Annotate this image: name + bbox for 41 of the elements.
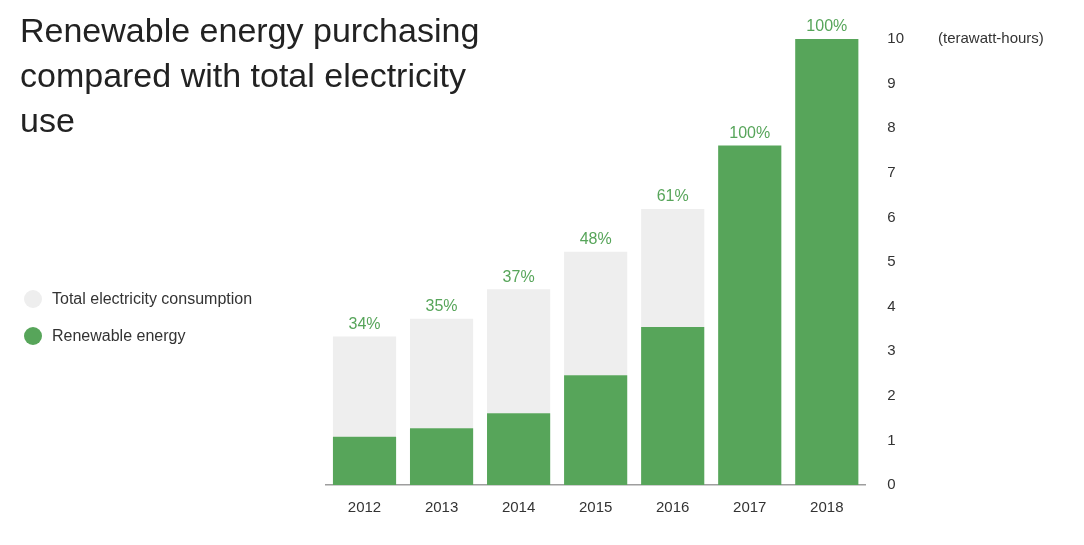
annotation: 100%: [806, 17, 848, 35]
bar: [332, 436, 397, 485]
annotation: 35%: [425, 297, 458, 315]
y-tick-label: 4: [887, 296, 896, 314]
legend-label: Renewable energy: [52, 327, 186, 345]
bar: [564, 375, 628, 485]
x-tick-label: 2017: [733, 498, 767, 516]
y-tick-label: 2: [887, 385, 896, 403]
bar: [795, 39, 859, 485]
annotation: 61%: [656, 187, 689, 205]
bar: [718, 145, 782, 485]
y-axis-title: (terawatt-hours): [938, 29, 1044, 47]
y-tick-label: 10: [887, 29, 904, 47]
y-tick-label: 7: [887, 162, 896, 180]
y-tick-label: 5: [887, 252, 896, 270]
y-tick-label: 1: [887, 430, 896, 448]
bar: [487, 413, 551, 485]
bar: [641, 208, 705, 328]
bar: [332, 336, 397, 437]
y-tick-label: 0: [887, 475, 896, 493]
x-tick-label: 2012: [347, 498, 382, 516]
bar: [409, 318, 474, 429]
bar: [409, 428, 474, 485]
bar: [641, 327, 705, 485]
annotation: 100%: [729, 124, 771, 141]
y-tick-label: 6: [887, 207, 896, 225]
y-tick-label: 8: [887, 118, 896, 136]
y-tick-label: 9: [887, 73, 896, 91]
legend-label: Total electricity consumption: [52, 290, 253, 308]
y-tick-label: 3: [887, 341, 896, 359]
bar: [564, 251, 628, 376]
x-tick-label: 2015: [578, 498, 613, 516]
x-tick-label: 2013: [424, 498, 459, 516]
x-tick-label: 2016: [656, 498, 690, 516]
annotation: 34%: [348, 314, 381, 332]
text: Renewable energy purchasing compared with total electricity use: [20, 10, 481, 141]
x-tick-label: 2018: [810, 498, 844, 516]
annotation: 37%: [502, 267, 535, 285]
x-tick-label: 2014: [501, 498, 536, 516]
bar: [487, 289, 551, 414]
annotation: 48%: [579, 230, 612, 248]
